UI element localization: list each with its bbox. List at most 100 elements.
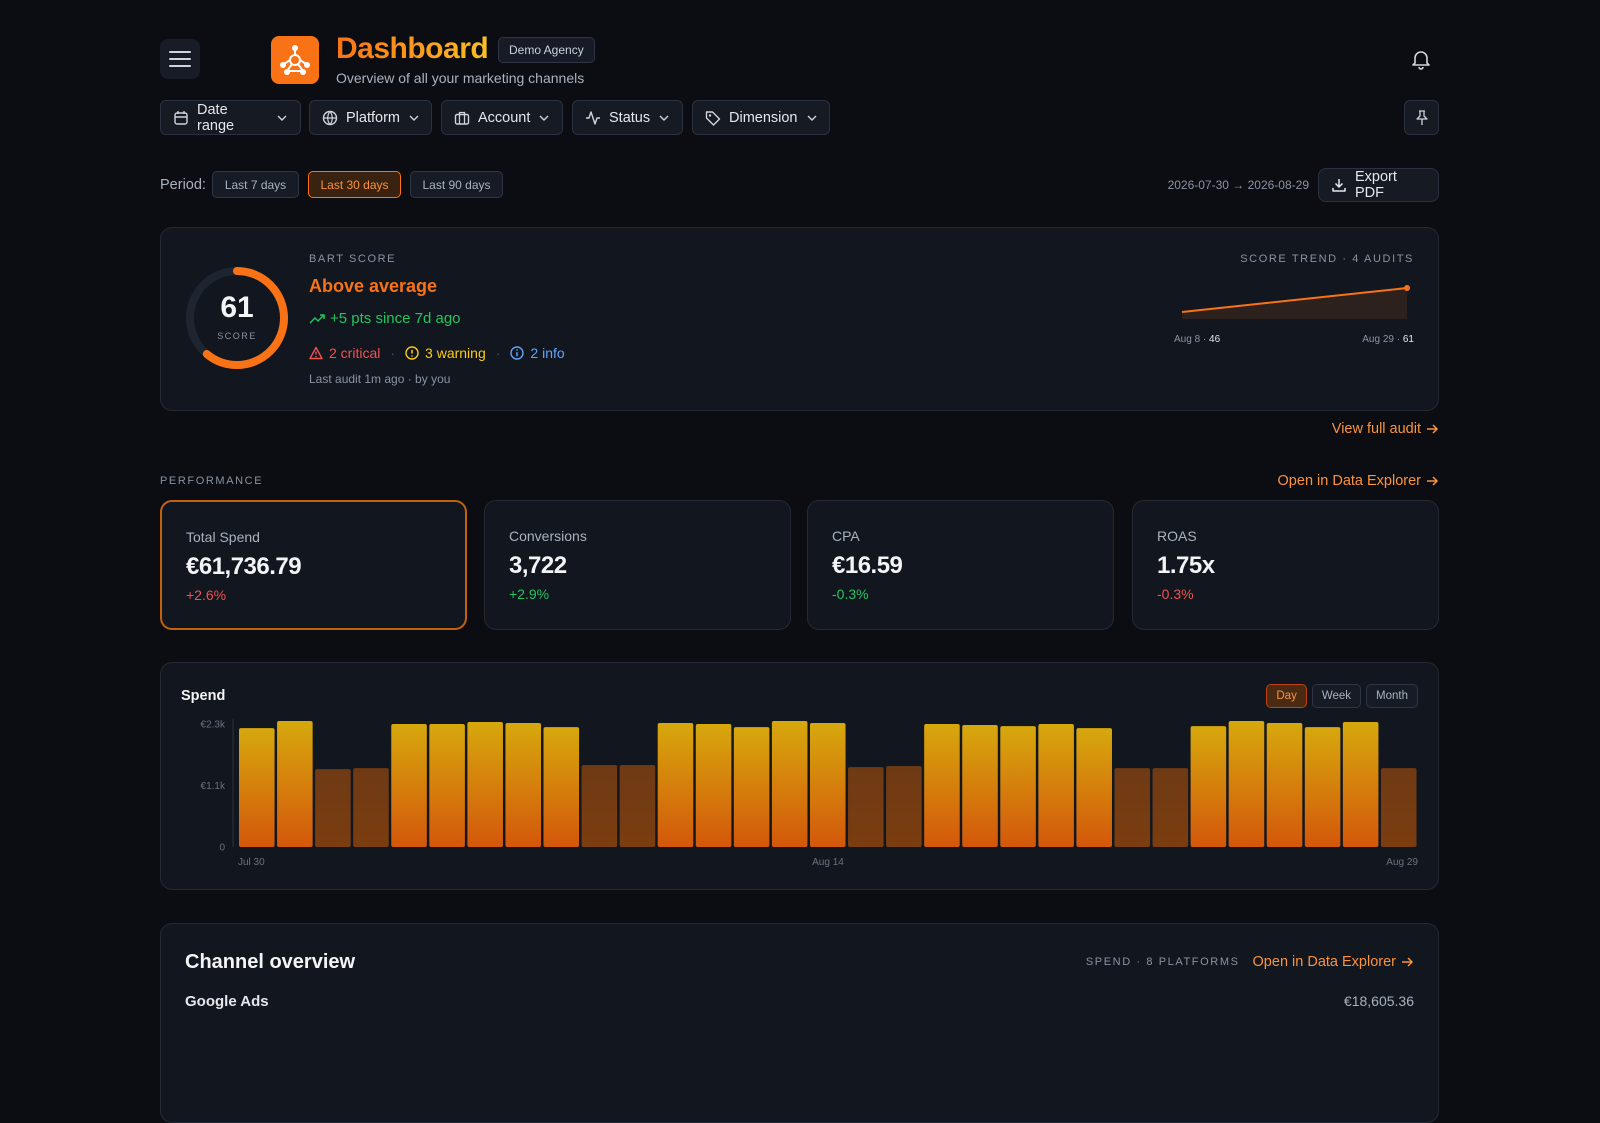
icon: [174, 110, 188, 125]
sep: ·: [1396, 334, 1401, 345]
bar[interactable]: [1114, 768, 1151, 847]
period-label: Period:: [160, 177, 206, 193]
bar[interactable]: [467, 722, 503, 847]
link-text: View full audit: [1331, 421, 1421, 437]
notification-bell[interactable]: [1410, 48, 1432, 70]
bar[interactable]: [771, 720, 808, 847]
bar[interactable]: [733, 727, 770, 847]
bar[interactable]: [1152, 768, 1189, 847]
filter-label: Platform: [346, 109, 400, 126]
arrow: [1427, 424, 1439, 434]
bar[interactable]: [353, 768, 389, 847]
toggle-option[interactable]: Month: [1366, 684, 1418, 708]
score-trend-chart: [1181, 285, 1410, 319]
bar[interactable]: [809, 723, 846, 847]
score-card: [160, 227, 1439, 411]
export-pdf-button[interactable]: Export PDF: [1318, 168, 1439, 202]
pin-icon: [1415, 109, 1428, 125]
menu-button[interactable]: [160, 39, 200, 79]
score-ring: 61 SCORE: [186, 267, 288, 369]
kpi-label: ROAS: [1157, 528, 1197, 544]
sep: ·: [1202, 334, 1207, 345]
period-option[interactable]: Last 90 days: [410, 171, 503, 198]
trend-label-end: Aug 29 · 61: [1362, 334, 1414, 345]
bar[interactable]: [848, 767, 884, 847]
kpi-card[interactable]: ROAS 1.75x -0.3%: [1132, 500, 1439, 630]
score-delta: +5 pts since 7d ago: [309, 310, 461, 327]
bar[interactable]: [657, 723, 694, 847]
link-text: Open in Data Explorer: [1277, 473, 1421, 489]
filter-platform[interactable]: Platform: [309, 100, 432, 135]
bar[interactable]: [505, 723, 542, 847]
icon: [454, 111, 470, 125]
bar[interactable]: [1228, 720, 1265, 847]
bar[interactable]: [695, 724, 732, 847]
bar[interactable]: [924, 724, 960, 847]
delta-text: +5 pts since 7d ago: [330, 310, 461, 327]
bar[interactable]: [1380, 768, 1417, 847]
trend-label-start: Aug 8 · 46: [1174, 334, 1220, 345]
bar[interactable]: [962, 725, 998, 847]
arrow: [1427, 476, 1439, 486]
toggle-option[interactable]: Week: [1311, 684, 1362, 708]
chart-title: Spend: [181, 688, 226, 704]
kpi-label: CPA: [832, 528, 860, 544]
issue: 2 info: [510, 345, 565, 361]
filter-status[interactable]: Status: [572, 100, 683, 135]
kpi-change: +2.9%: [509, 586, 550, 602]
y-tick-label: 0: [219, 843, 225, 854]
trend-point: [1404, 285, 1410, 291]
period-option[interactable]: Last 30 days: [308, 171, 401, 198]
bar[interactable]: [1000, 726, 1036, 847]
toggle-option[interactable]: Day: [1266, 684, 1307, 708]
bar[interactable]: [1190, 726, 1227, 847]
pin-button[interactable]: [1404, 100, 1439, 135]
data-explorer-link[interactable]: Open in Data Explorer: [1253, 954, 1414, 970]
filter-account[interactable]: Account: [441, 100, 563, 135]
kpi-card[interactable]: Conversions 3,722 +2.9%: [484, 500, 791, 630]
trend-value: 46: [1209, 334, 1221, 345]
spend-chart: 0 €1.1k €2.3k Jul 30 Aug 14 Aug 29: [201, 718, 1418, 868]
bar[interactable]: [1038, 724, 1074, 847]
bar[interactable]: [315, 769, 351, 847]
kpi-label: Conversions: [509, 528, 587, 544]
bar[interactable]: [391, 724, 427, 847]
channel-meta: SPEND · 8 PLATFORMS: [1085, 956, 1240, 968]
bar[interactable]: [429, 724, 465, 847]
bar[interactable]: [619, 765, 656, 847]
bar[interactable]: [1076, 728, 1112, 847]
separator: ·: [390, 345, 396, 361]
trend-icon: [309, 313, 325, 324]
filter-label: Account: [478, 109, 531, 126]
arrow: [1402, 957, 1414, 967]
bar[interactable]: [239, 728, 275, 847]
score-label: BART SCORE: [309, 253, 397, 265]
issue-text: 2 critical: [329, 345, 381, 361]
bar[interactable]: [543, 727, 580, 847]
channel-title: Channel overview: [185, 951, 356, 973]
bar[interactable]: [1266, 723, 1303, 847]
kpi-label: Total Spend: [186, 529, 260, 545]
bar[interactable]: [1304, 727, 1341, 847]
score-rating: Above average: [309, 276, 438, 296]
bar[interactable]: [581, 765, 618, 847]
trend-line: [1181, 287, 1408, 313]
kpi-card[interactable]: CPA €16.59 -0.3%: [807, 500, 1114, 630]
kpi-card[interactable]: Total Spend €61,736.79 +2.6%: [160, 500, 467, 630]
filter-dimension[interactable]: Dimension: [692, 100, 830, 135]
data-explorer-link[interactable]: Open in Data Explorer: [1278, 473, 1439, 489]
kpi-change: +2.6%: [186, 587, 227, 603]
link-text: Open in Data Explorer: [1252, 954, 1396, 970]
trend-date: Aug 8: [1174, 334, 1201, 345]
trend-area: [1182, 288, 1407, 319]
agency-badge[interactable]: Demo Agency: [498, 37, 595, 63]
bar[interactable]: [886, 766, 922, 847]
filter-label: Status: [609, 109, 651, 126]
trend-value: 61: [1402, 334, 1414, 345]
view-audit-link[interactable]: View full audit: [1332, 421, 1439, 437]
filter-date[interactable]: Date range: [160, 100, 301, 135]
bar[interactable]: [277, 720, 313, 847]
bar[interactable]: [1342, 722, 1379, 847]
period-option[interactable]: Last 7 days: [212, 171, 299, 198]
channel-name: Google Ads: [185, 993, 269, 1010]
